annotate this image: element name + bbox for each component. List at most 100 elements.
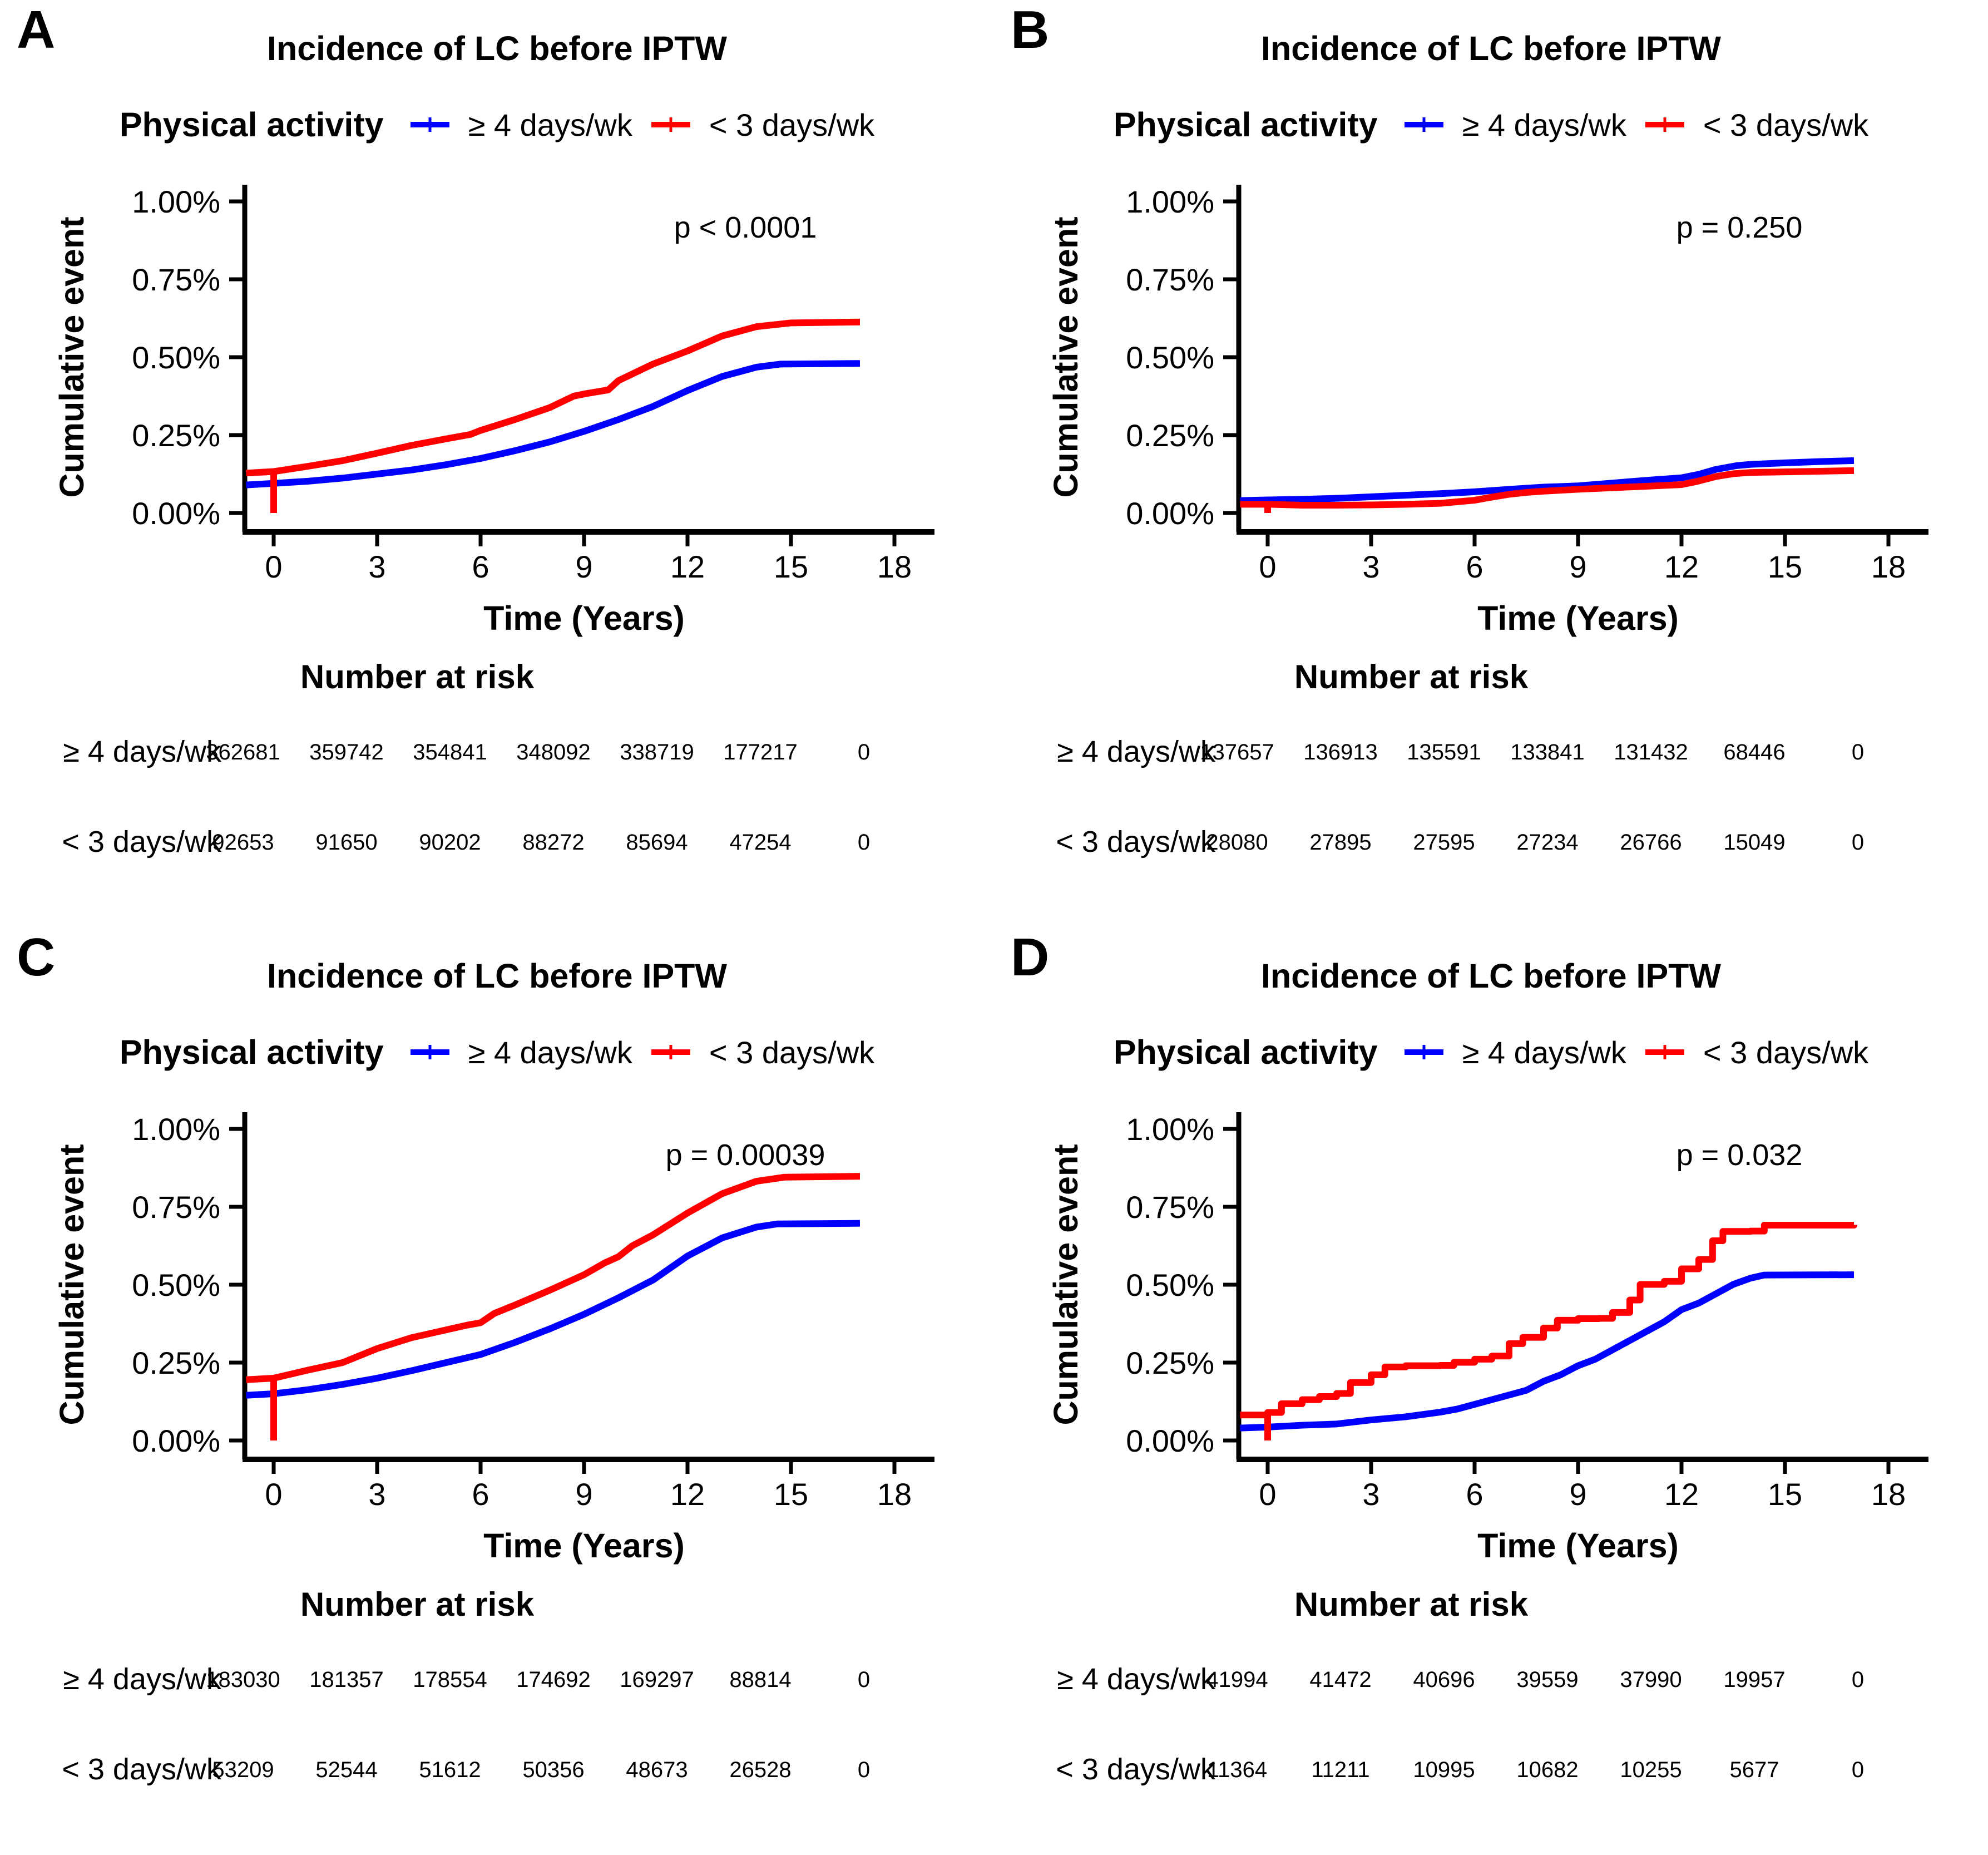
legend: Physical activity ≥ 4 days/wk < 3 days/w… (994, 1020, 1988, 1084)
y-tick-label: 0.75% (132, 1190, 220, 1225)
panel-b: B Incidence of LC before IPTW Physical a… (994, 0, 1988, 928)
y-axis-title: Cumulative event (53, 216, 91, 497)
y-tick-label: 0.25% (132, 1345, 220, 1380)
risk-count: 41994 (1206, 1667, 1268, 1692)
risk-count: 26766 (1620, 830, 1682, 855)
x-tick-label: 12 (670, 1477, 705, 1512)
y-tick-label: 1.00% (132, 184, 220, 219)
legend-label-lt3: < 3 days/wk (709, 107, 875, 142)
risk-count: 10995 (1413, 1758, 1475, 1782)
x-tick-label: 3 (368, 1477, 385, 1512)
risk-count: 5677 (1730, 1758, 1779, 1782)
km-curve-red (246, 318, 861, 477)
y-tick-label: 0.75% (1126, 1190, 1214, 1225)
legend-line-blue-icon (410, 117, 449, 132)
legend-censor-tick-icon (428, 1045, 432, 1059)
legend-censor-tick-icon (1422, 117, 1426, 132)
y-tick-label: 1.00% (1126, 1112, 1214, 1147)
risk-count: 37990 (1620, 1667, 1682, 1692)
risk-count: 11364 (1207, 1758, 1267, 1782)
risk-count: 48673 (626, 1758, 688, 1782)
x-tick-label: 18 (877, 549, 912, 584)
risk-count: 11211 (1311, 1758, 1369, 1782)
risk-count: 15049 (1723, 830, 1785, 855)
risk-count: 27234 (1516, 830, 1578, 855)
risk-count: 183030 (206, 1667, 280, 1692)
legend-title: Physical activity (119, 106, 384, 144)
x-tick-label: 9 (1569, 549, 1586, 584)
p-value-label: p < 0.0001 (674, 211, 817, 244)
legend-censor-tick-icon (669, 117, 672, 132)
risk-count: 53209 (212, 1758, 274, 1782)
risk-count: 0 (1852, 740, 1864, 764)
y-tick-label: 0.75% (132, 262, 220, 297)
km-curve-red (246, 1173, 861, 1383)
risk-count: 41472 (1309, 1667, 1371, 1692)
x-tick-label: 3 (1362, 1477, 1379, 1512)
legend: Physical activity ≥ 4 days/wk < 3 days/w… (0, 1020, 994, 1084)
km-curve-blue (1240, 457, 1855, 504)
y-tick-label: 0.25% (132, 418, 220, 453)
legend-label-ge4: ≥ 4 days/wk (1462, 107, 1626, 142)
x-tick-label: 0 (1259, 549, 1276, 584)
risk-count: 52544 (315, 1758, 377, 1782)
y-tick-label: 0.50% (1126, 340, 1214, 375)
x-tick-label: 6 (472, 1477, 489, 1512)
risk-row-label: < 3 days/wk (1056, 825, 1216, 859)
risk-row-label: < 3 days/wk (62, 825, 222, 859)
legend-censor-tick-icon (1422, 1045, 1426, 1059)
x-tick-label: 6 (1466, 1477, 1483, 1512)
survival-plot: 0.00% 0.25% 0.50% 0.75% 1.00% 0 3 6 9 12 15 18 Cumul… (1047, 1112, 1928, 1565)
x-tick-label: 6 (1466, 549, 1483, 584)
y-axis-title: Cumulative event (1047, 1144, 1085, 1425)
km-curve-blue (246, 1220, 861, 1399)
legend-censor-tick-icon (1663, 117, 1666, 132)
x-tick-label: 6 (472, 549, 489, 584)
panel-title: Incidence of LC before IPTW (267, 29, 727, 67)
legend-line-red-icon (1645, 117, 1684, 132)
legend-line-red-icon (1645, 1045, 1684, 1059)
risk-count: 136913 (1303, 740, 1377, 764)
survival-plot: 0.00% 0.25% 0.50% 0.75% 1.00% 0 3 6 9 12 15 18 Cumul… (1047, 184, 1928, 637)
x-axis-title: Time (Years) (483, 1527, 685, 1565)
legend-label-lt3: < 3 days/wk (709, 1034, 875, 1070)
km-curve-red (1240, 467, 1855, 509)
y-axis-title: Cumulative event (1047, 216, 1085, 497)
x-tick-label: 12 (1664, 549, 1699, 584)
risk-count: 354841 (413, 740, 487, 764)
legend-title: Physical activity (1113, 1033, 1378, 1071)
x-tick-label: 3 (368, 549, 385, 584)
legend-line-blue-icon (410, 1045, 449, 1059)
panel-letter: B (1011, 0, 1050, 60)
x-tick-label: 18 (1871, 1477, 1906, 1512)
legend-line-red-icon (651, 117, 690, 132)
x-axis-title: Time (Years) (483, 599, 685, 637)
panel-d: D Incidence of LC before IPTW Physical a… (994, 928, 1988, 1855)
y-tick-label: 0.50% (1126, 1267, 1214, 1303)
km-curve-blue (1240, 1271, 1855, 1432)
legend-line-red-icon (651, 1045, 690, 1059)
risk-row-label: < 3 days/wk (62, 1753, 222, 1786)
x-tick-label: 15 (774, 549, 808, 584)
legend-line-blue-icon (1404, 1045, 1443, 1059)
risk-count: 0 (858, 740, 870, 764)
legend-label-ge4: ≥ 4 days/wk (1462, 1034, 1626, 1070)
risk-count: 133841 (1510, 740, 1584, 764)
y-tick-label: 0.50% (132, 1267, 220, 1303)
y-tick-label: 0.00% (132, 1423, 220, 1458)
risk-count: 47254 (729, 830, 791, 855)
risk-count: 10682 (1516, 1758, 1578, 1782)
x-tick-label: 12 (670, 549, 705, 584)
x-tick-label: 0 (265, 1477, 282, 1512)
y-tick-label: 0.00% (1126, 1423, 1214, 1458)
risk-count: 174692 (516, 1667, 590, 1692)
legend-censor-tick-icon (669, 1045, 672, 1059)
survival-plot: 0.00% 0.25% 0.50% 0.75% 1.00% 0 3 6 9 12 15 18 Cumul… (53, 184, 934, 637)
legend-label-lt3: < 3 days/wk (1703, 107, 1869, 142)
panel-c: C Incidence of LC before IPTW Physical a… (0, 928, 994, 1855)
p-value-label: p = 0.250 (1677, 211, 1803, 244)
risk-count: 359742 (309, 740, 383, 764)
